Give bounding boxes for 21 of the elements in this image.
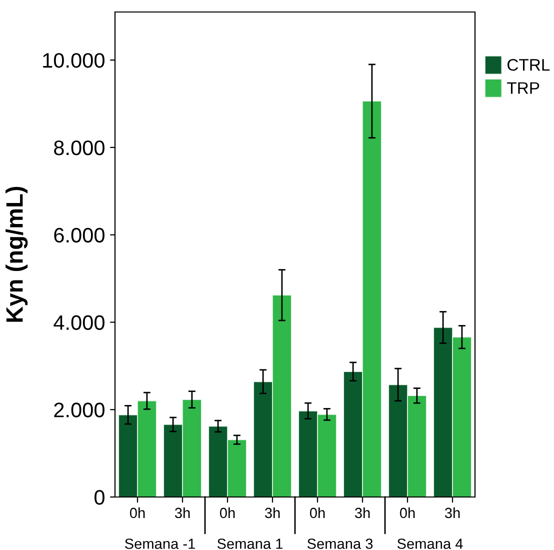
y-tick-label: 6.000 (54, 228, 104, 243)
x-tick-label: 0h (310, 507, 325, 518)
y-tick-label: 4.000 (54, 315, 104, 330)
y-axis-title: Kyn (ng/mL) (6, 186, 28, 322)
x-tick-label: 3h (354, 507, 370, 518)
x-tick-label: 0h (130, 507, 145, 518)
y-tick-label: 10.000 (43, 53, 104, 68)
text: Semana 4 (397, 538, 463, 549)
legend-label: CTRL (508, 58, 550, 71)
x-tick-label: 3h (444, 507, 460, 518)
y-tick-label: 8.000 (54, 140, 104, 156)
legend-label: TRP (507, 82, 540, 94)
x-tick-label: 3h (174, 507, 190, 518)
text: Semana 3 (307, 538, 373, 549)
text: Semana -1 (125, 538, 195, 549)
x-tick-label: 0h (220, 507, 235, 518)
y-tick-label: 2.000 (54, 402, 104, 418)
x-tick-label: 0h (400, 507, 415, 518)
y-tick-label: 0 (94, 490, 104, 505)
text: Semana 1 (217, 538, 283, 549)
x-tick-label: 3h (264, 507, 280, 518)
